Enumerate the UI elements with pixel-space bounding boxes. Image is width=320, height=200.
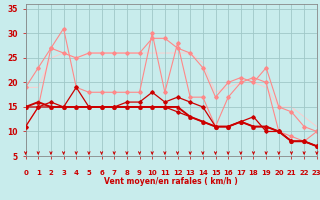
X-axis label: Vent moyen/en rafales ( km/h ): Vent moyen/en rafales ( km/h ) xyxy=(104,177,238,186)
